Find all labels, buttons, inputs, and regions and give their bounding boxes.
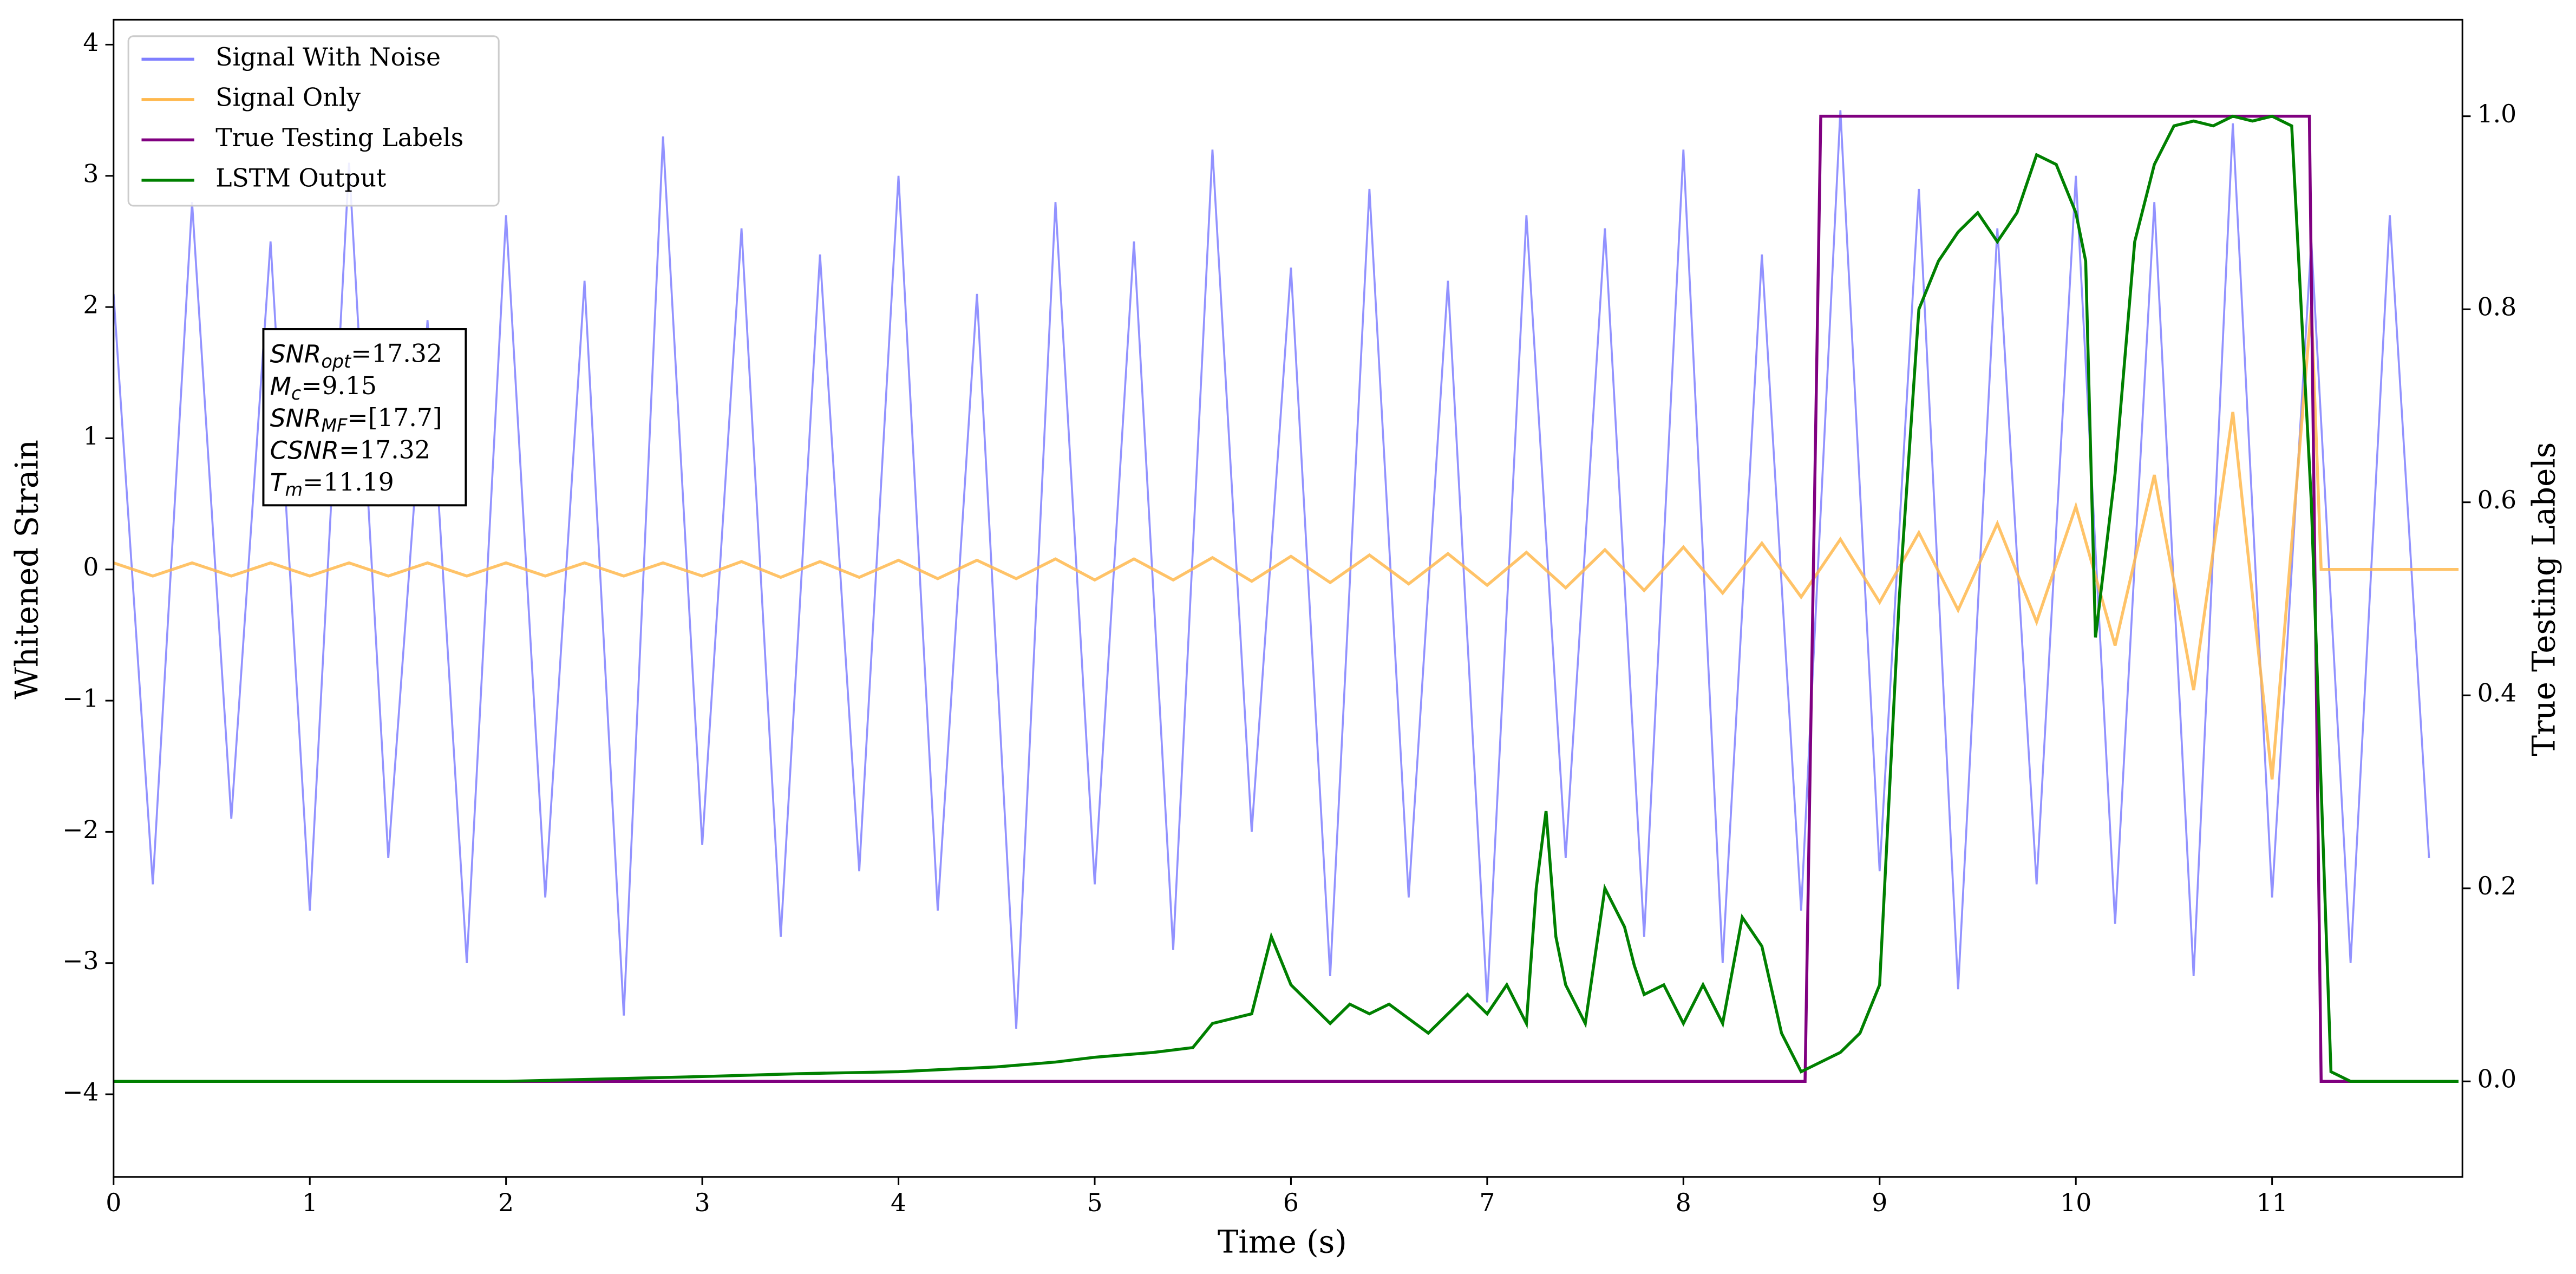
x-tick-label: 10: [2060, 1188, 2091, 1217]
series-line: [113, 114, 2459, 1083]
y-tick-label: 1: [83, 422, 99, 450]
annotation-value: =[17.7]: [347, 403, 442, 432]
legend-label: LSTM Output: [215, 164, 386, 192]
annotation-value: =9.15: [301, 371, 377, 400]
annotation-subscript: opt: [321, 350, 352, 371]
legend-label: Signal With Noise: [215, 43, 441, 71]
y2-tick-label: 0.8: [2477, 293, 2517, 322]
y-tick-label: −1: [62, 684, 99, 713]
legend-label: True Testing Labels: [215, 123, 463, 152]
x-tick-label: 3: [695, 1188, 710, 1217]
annotation-line: CSNR=17.32: [270, 435, 430, 465]
x-tick-label: 0: [106, 1188, 121, 1217]
annotation-value: =17.32: [351, 339, 442, 368]
y-tick-label: −3: [62, 946, 99, 975]
x-tick-label: 8: [1676, 1188, 1691, 1217]
y-tick-label: 0: [83, 553, 99, 582]
series-line: [113, 306, 2459, 780]
y2-tick-label: 0.0: [2477, 1065, 2517, 1094]
annotation-subscript: MF: [321, 415, 348, 436]
annotation-line: Mc=9.15: [270, 371, 377, 403]
y2-tick-label: 1.0: [2477, 100, 2517, 128]
x-tick-label: 2: [498, 1188, 514, 1217]
y-axis-label: Whitened Strain: [9, 440, 45, 700]
legend: Signal With Noise Signal Only True Testing…: [127, 35, 500, 207]
y2-axis-label: True Testing Labels: [2525, 442, 2562, 756]
annotation-line: SNRopt=17.32: [270, 339, 442, 371]
y2-tick-label: 0.4: [2477, 679, 2517, 708]
annotation-symbol: SNR: [270, 339, 322, 368]
y-tick-label: −2: [62, 815, 99, 844]
x-tick-label: 11: [2257, 1188, 2288, 1217]
legend-label: Signal Only: [215, 83, 361, 112]
annotation-frame: [262, 328, 467, 507]
annotation-symbol: T: [270, 468, 287, 496]
x-axis-label: Time (s): [1218, 1223, 1347, 1260]
x-tick-label: 6: [1283, 1188, 1299, 1217]
y-tick-label: 2: [83, 291, 99, 319]
axes-frame: [113, 18, 2463, 1178]
annotation-line: Tm=11.19: [270, 467, 394, 500]
annotation-symbol: M: [270, 371, 291, 400]
annotation-line: SNRMF=[17.7]: [270, 403, 442, 436]
annotation-symbol: SNR: [270, 404, 322, 433]
y2-tick-label: 0.2: [2477, 872, 2517, 900]
plot-area: [113, 110, 2459, 1083]
x-tick-label: 1: [302, 1188, 318, 1217]
annotation-subscript: c: [291, 383, 301, 404]
annotation-value: =17.32: [339, 435, 430, 464]
legend-box: [127, 35, 500, 207]
x-tick-label: 5: [1087, 1188, 1102, 1217]
annotation-box: SNRopt=17.32Mc=9.15SNRMF=[17.7]CSNR=17.3…: [262, 328, 467, 507]
y-tick-label: 3: [83, 159, 99, 188]
series-line: [113, 114, 2459, 1083]
y2-tick-label: 0.6: [2477, 486, 2517, 514]
y-tick-label: −4: [62, 1078, 99, 1107]
axes: 0 1 2 3 4 5 6 7 8 9 10 11 −4 −3 −2 −1 0 1 2 3 4 0.0 0.2 0.4 0.6 0…: [62, 28, 2516, 1217]
x-tick-label: 9: [1872, 1188, 1887, 1217]
annotation-value: =11.19: [303, 467, 394, 496]
x-tick-label: 4: [891, 1188, 906, 1217]
series-line: [113, 110, 2430, 1029]
x-tick-label: 7: [1479, 1188, 1495, 1217]
background: [0, 3, 2576, 1271]
annotation-symbol: CSNR: [270, 436, 339, 465]
annotation-subscript: m: [285, 479, 303, 500]
y-tick-label: 4: [83, 28, 99, 57]
